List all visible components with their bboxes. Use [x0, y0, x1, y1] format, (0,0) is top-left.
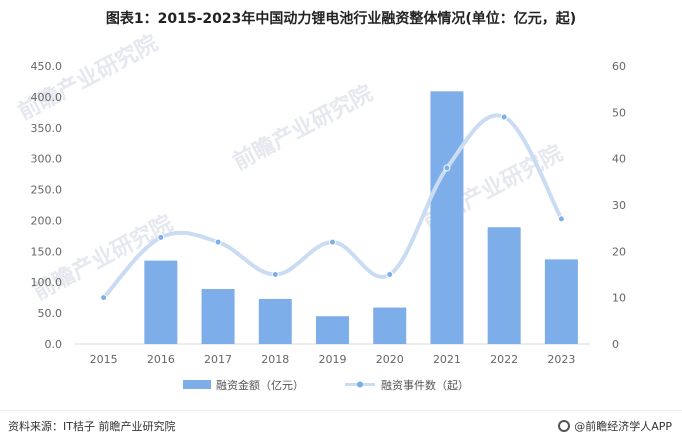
right-y-axis: 0 10 20 30 40 50 60: [612, 60, 626, 351]
line-point-2021: [443, 164, 451, 172]
left-tick-label: 100.0: [31, 276, 63, 289]
x-tick-label: 2022: [490, 353, 518, 366]
line-point-2019: [329, 238, 336, 246]
x-tick-label: 2018: [261, 353, 289, 366]
line-point-2023: [557, 215, 565, 223]
bar-2019: [316, 316, 349, 344]
line-point-2020: [386, 271, 394, 278]
x-axis: 2015 2016 2017 2018 2019 2020 2021 2022 2023: [75, 343, 590, 366]
x-tick-label: 2017: [204, 353, 232, 366]
footer-divider: [0, 410, 682, 411]
legend-line-label: 融资事件数（起）: [381, 379, 469, 392]
bar-2016: [144, 260, 178, 344]
left-tick-label: 50.0: [38, 307, 63, 320]
left-tick-label: 400.0: [31, 91, 63, 104]
right-tick-label: 0: [612, 338, 619, 351]
right-tick-label: 20: [612, 245, 626, 258]
line-point-2016: [157, 233, 165, 241]
legend: 融资金额（亿元） 融资事件数（起）: [183, 378, 469, 392]
bar-2018: [258, 298, 292, 344]
line-series: [100, 113, 565, 302]
right-tick-label: 30: [612, 199, 626, 212]
x-tick-label: 2019: [319, 353, 347, 366]
x-tick-label: 2023: [547, 353, 575, 366]
x-tick-label: 2015: [90, 353, 118, 366]
left-tick-label: 350.0: [31, 122, 63, 135]
bar-series: [144, 91, 578, 344]
left-tick-label: 450.0: [31, 60, 63, 73]
left-tick-label: 150.0: [31, 245, 63, 258]
bar-2022: [487, 227, 521, 344]
bar-2020: [373, 307, 407, 344]
left-y-axis: 0.0 50.0 100.0 150.0 200.0 250.0 300.0 350.0 400…: [31, 60, 63, 351]
left-tick-label: 300.0: [31, 153, 63, 166]
brand-label: @前瞻经济学人APP: [574, 420, 672, 433]
x-tick-label: 2020: [376, 353, 404, 366]
x-tick-label: 2016: [147, 353, 175, 366]
line-point-2015: [100, 294, 108, 302]
left-tick-label: 0.0: [45, 338, 63, 351]
bar-2023: [544, 259, 578, 344]
brand-footer: @前瞻经济学人APP: [558, 418, 672, 434]
right-tick-label: 10: [612, 292, 626, 305]
source-note: 资料来源：IT桔子 前瞻产业研究院: [8, 420, 176, 433]
line-path: [101, 113, 564, 300]
legend-bar-swatch: [183, 380, 211, 389]
right-tick-label: 50: [612, 106, 626, 119]
brand-logo-icon: [558, 420, 571, 432]
chart-title: 图表1：2015-2023年中国动力锂电池行业融资整体情况(单位：亿元，起): [105, 11, 577, 27]
right-tick-label: 60: [612, 60, 626, 73]
x-tick-label: 2021: [433, 353, 461, 366]
line-point-2022: [500, 113, 508, 121]
bar-2021: [430, 91, 464, 344]
right-tick-label: 40: [612, 153, 626, 166]
left-tick-label: 200.0: [31, 214, 63, 227]
legend-line-marker: [357, 381, 363, 388]
line-point-2017: [214, 238, 222, 246]
bar-2017: [201, 289, 235, 344]
legend-bar-label: 融资金额（亿元）: [216, 378, 304, 392]
line-point-2018: [271, 271, 279, 278]
left-tick-label: 250.0: [31, 184, 63, 197]
